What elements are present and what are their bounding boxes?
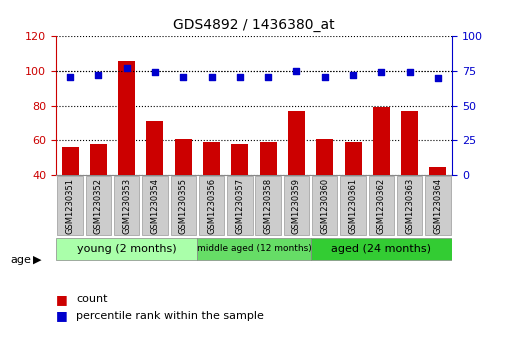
Text: ▶: ▶ bbox=[33, 254, 42, 265]
Text: GDS4892 / 1436380_at: GDS4892 / 1436380_at bbox=[173, 18, 335, 32]
Text: middle aged (12 months): middle aged (12 months) bbox=[197, 244, 311, 253]
Text: GSM1230364: GSM1230364 bbox=[433, 178, 442, 234]
Text: count: count bbox=[76, 294, 108, 305]
Bar bbox=[231, 144, 248, 175]
Text: young (2 months): young (2 months) bbox=[77, 244, 176, 254]
FancyBboxPatch shape bbox=[310, 238, 452, 260]
Point bbox=[94, 72, 103, 78]
Bar bbox=[203, 142, 220, 175]
FancyBboxPatch shape bbox=[198, 238, 310, 260]
Point bbox=[179, 74, 187, 79]
FancyBboxPatch shape bbox=[57, 176, 83, 235]
Text: ■: ■ bbox=[56, 293, 68, 306]
Bar bbox=[429, 167, 447, 175]
FancyBboxPatch shape bbox=[425, 176, 451, 235]
Bar bbox=[146, 121, 164, 175]
FancyBboxPatch shape bbox=[283, 176, 309, 235]
Point bbox=[151, 70, 159, 76]
Text: ■: ■ bbox=[56, 309, 68, 322]
FancyBboxPatch shape bbox=[199, 176, 224, 235]
Point bbox=[434, 75, 442, 81]
Bar bbox=[61, 147, 79, 175]
Bar bbox=[373, 107, 390, 175]
FancyBboxPatch shape bbox=[312, 176, 337, 235]
FancyBboxPatch shape bbox=[142, 176, 168, 235]
Text: GSM1230353: GSM1230353 bbox=[122, 178, 131, 234]
FancyBboxPatch shape bbox=[397, 176, 423, 235]
Text: GSM1230355: GSM1230355 bbox=[179, 178, 188, 234]
Text: percentile rank within the sample: percentile rank within the sample bbox=[76, 311, 264, 321]
Bar bbox=[344, 142, 362, 175]
Point bbox=[349, 72, 357, 78]
Text: GSM1230354: GSM1230354 bbox=[150, 178, 160, 234]
FancyBboxPatch shape bbox=[256, 176, 281, 235]
Point bbox=[377, 70, 386, 76]
Text: GSM1230361: GSM1230361 bbox=[348, 178, 358, 234]
Point bbox=[405, 70, 414, 76]
FancyBboxPatch shape bbox=[171, 176, 196, 235]
Point bbox=[264, 74, 272, 79]
Bar bbox=[90, 144, 107, 175]
Bar bbox=[118, 61, 135, 175]
Point bbox=[122, 65, 131, 71]
Text: GSM1230359: GSM1230359 bbox=[292, 178, 301, 234]
Bar bbox=[316, 139, 333, 175]
FancyBboxPatch shape bbox=[85, 176, 111, 235]
Point bbox=[321, 74, 329, 79]
FancyBboxPatch shape bbox=[340, 176, 366, 235]
FancyBboxPatch shape bbox=[369, 176, 394, 235]
Text: age: age bbox=[10, 254, 31, 265]
FancyBboxPatch shape bbox=[114, 176, 139, 235]
Text: GSM1230356: GSM1230356 bbox=[207, 178, 216, 234]
Text: GSM1230360: GSM1230360 bbox=[320, 178, 329, 234]
Bar bbox=[288, 111, 305, 175]
Point bbox=[236, 74, 244, 79]
Bar bbox=[175, 139, 192, 175]
Text: aged (24 months): aged (24 months) bbox=[331, 244, 431, 254]
FancyBboxPatch shape bbox=[56, 238, 198, 260]
Bar bbox=[260, 142, 277, 175]
FancyBboxPatch shape bbox=[227, 176, 252, 235]
Text: GSM1230352: GSM1230352 bbox=[94, 178, 103, 234]
Point bbox=[66, 74, 74, 79]
Bar bbox=[401, 111, 418, 175]
Text: GSM1230351: GSM1230351 bbox=[66, 178, 75, 234]
Text: GSM1230357: GSM1230357 bbox=[235, 178, 244, 234]
Text: GSM1230363: GSM1230363 bbox=[405, 178, 414, 234]
Point bbox=[293, 68, 301, 74]
Point bbox=[207, 74, 215, 79]
Text: GSM1230362: GSM1230362 bbox=[377, 178, 386, 234]
Text: GSM1230358: GSM1230358 bbox=[264, 178, 273, 234]
